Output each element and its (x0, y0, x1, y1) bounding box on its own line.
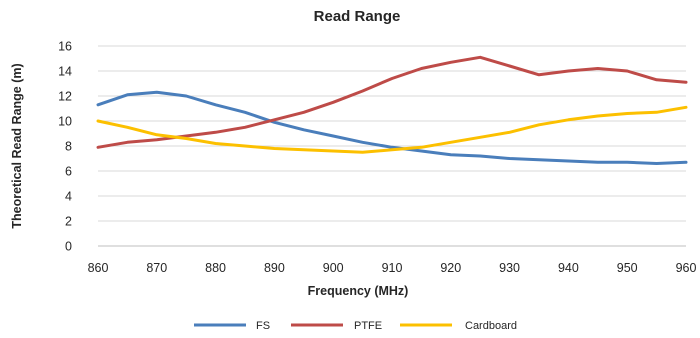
y-tick-label: 6 (65, 165, 72, 179)
x-tick-label: 920 (440, 261, 461, 275)
x-tick-label: 940 (558, 261, 579, 275)
chart-title: Read Range (314, 8, 401, 25)
x-tick-label: 960 (676, 261, 697, 275)
y-tick-label: 10 (58, 115, 72, 129)
x-axis-label: Frequency (MHz) (308, 284, 409, 298)
y-tick-label: 14 (58, 65, 72, 79)
series-line-ptfe (96, 55, 688, 149)
y-tick-label: 16 (58, 40, 72, 54)
legend-label-fs: FS (256, 320, 270, 332)
legend-label-cardboard: Cardboard (465, 320, 517, 332)
y-tick-label: 0 (65, 240, 72, 254)
y-tick-label: 2 (65, 215, 72, 229)
x-axis-ticks: 860 870 880 890 900 910 920 930 940 950 960 (88, 261, 697, 275)
x-tick-label: 950 (617, 261, 638, 275)
legend-label-ptfe: PTFE (354, 320, 382, 332)
y-axis-ticks: 0 2 4 6 8 10 12 14 16 (58, 40, 72, 254)
y-tick-label: 8 (65, 140, 72, 154)
y-tick-label: 4 (65, 190, 72, 204)
y-axis-label: Theoretical Read Range (m) (10, 63, 24, 228)
series-line-cardboard (96, 105, 688, 154)
series-line-fs (96, 90, 688, 165)
x-tick-label: 870 (146, 261, 167, 275)
series-lines (96, 55, 688, 165)
x-tick-label: 900 (323, 261, 344, 275)
x-tick-label: 910 (382, 261, 403, 275)
x-tick-label: 930 (499, 261, 520, 275)
x-tick-label: 890 (264, 261, 285, 275)
y-tick-label: 12 (58, 90, 72, 104)
x-tick-label: 880 (205, 261, 226, 275)
legend: FS PTFE Cardboard (194, 320, 517, 332)
x-tick-label: 860 (88, 261, 109, 275)
